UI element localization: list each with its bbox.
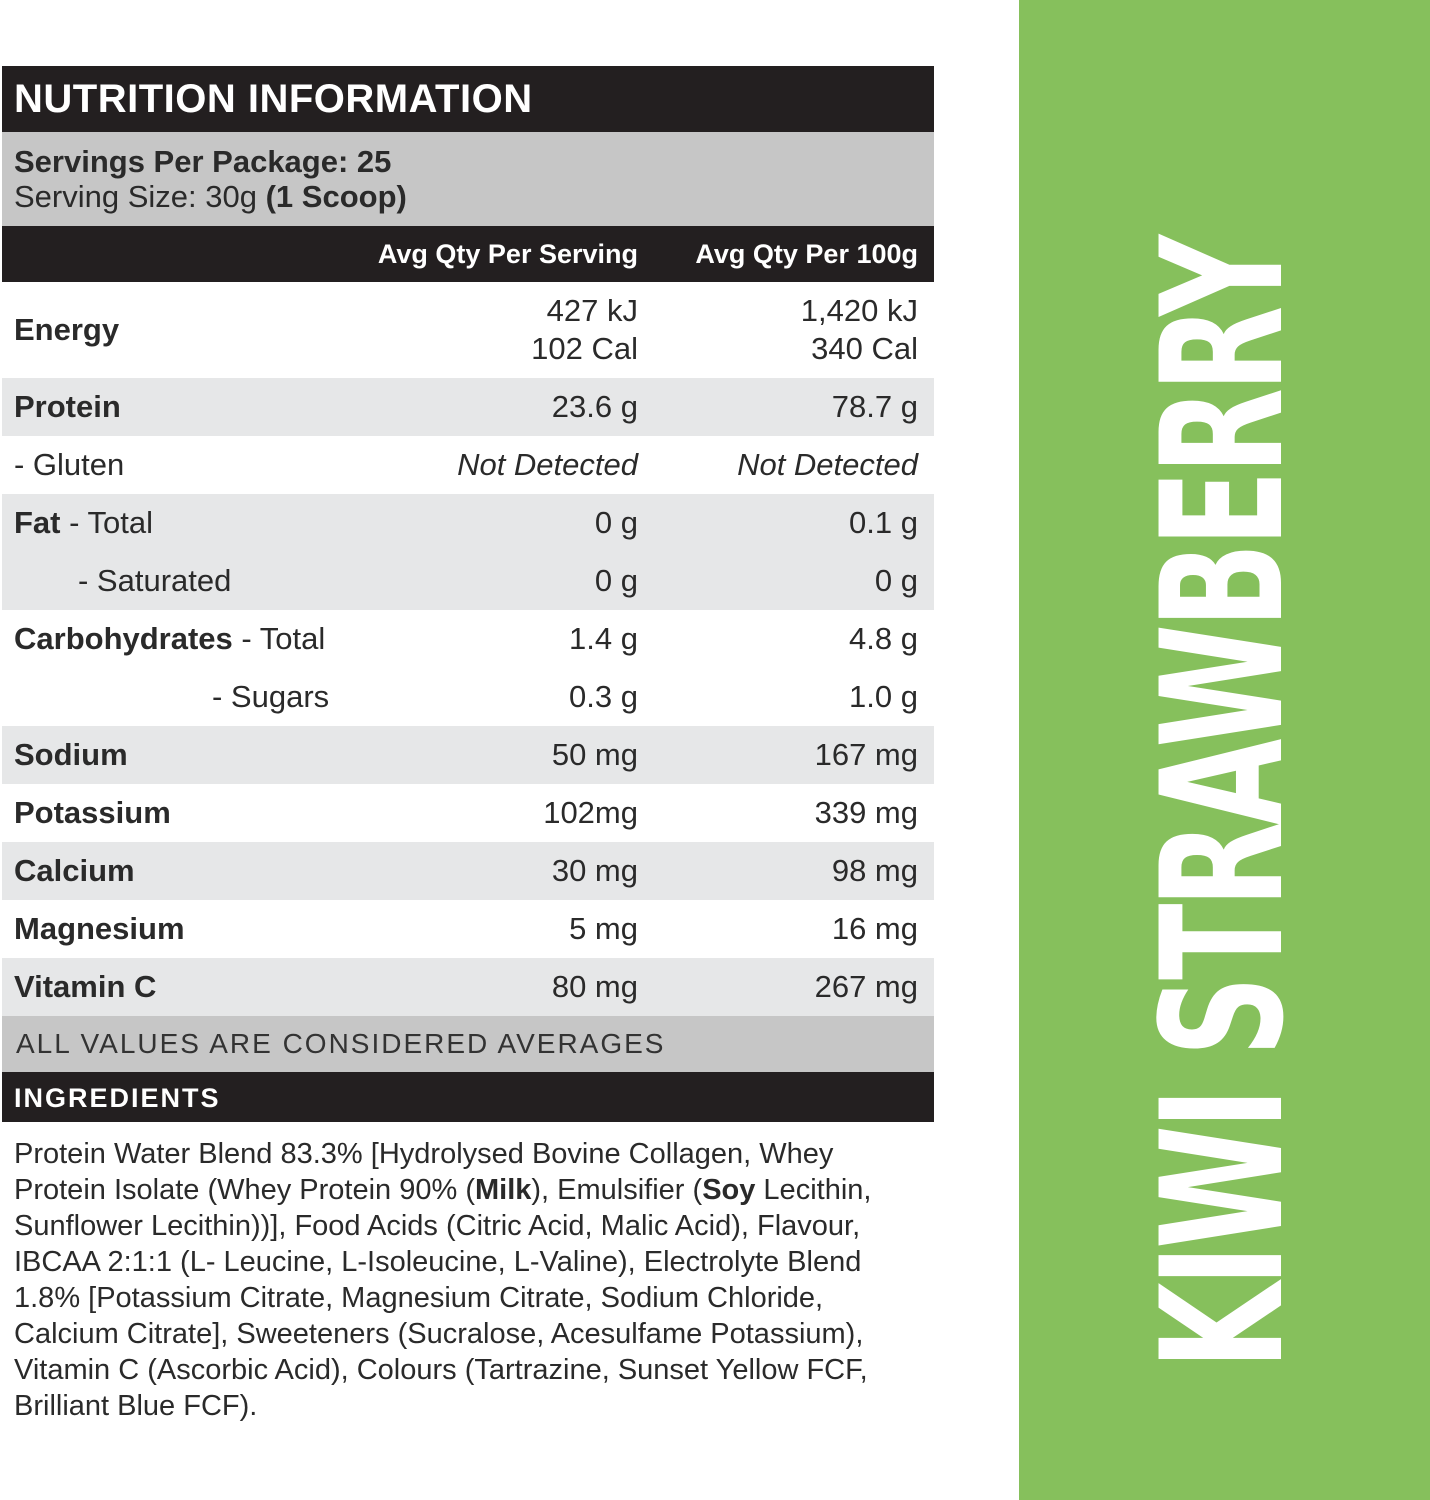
row-label: - Total — [232, 621, 326, 656]
row-label-bold: Fat — [14, 505, 61, 540]
value-per-100g: 267 mg — [814, 969, 918, 1004]
value-per-100g: 0.1 g — [849, 505, 918, 540]
value-per-serving: 102mg — [543, 795, 638, 830]
ingredients-part-2: ), Emulsifier ( — [531, 1174, 703, 1206]
value-per-serving: 0 g — [594, 563, 638, 598]
value-per-serving: 1.4 g — [569, 621, 638, 656]
value-per-100g: 0 g — [874, 563, 918, 598]
value-per-100g: Not Detected — [737, 447, 918, 482]
ingredients-part-3: Lecithin, Sunflower Lecithin))], Food Ac… — [14, 1174, 872, 1422]
column-header: Avg Qty Per Serving Avg Qty Per 100g — [2, 226, 934, 282]
row-label: Protein — [14, 389, 121, 424]
row-sodium: Sodium 50 mg 167 mg — [2, 726, 934, 784]
value-per-serving: 80 mg — [551, 969, 638, 1004]
nutrition-title: NUTRITION INFORMATION — [2, 66, 934, 132]
value-per-100g: 98 mg — [831, 853, 918, 888]
energy-kj-100g: 1,420 kJ — [800, 293, 918, 328]
row-label: Magnesium — [14, 911, 185, 946]
value-per-100g: 16 mg — [831, 911, 918, 946]
flavour-band — [1019, 0, 1430, 1500]
column-per-serving: Avg Qty Per Serving — [377, 239, 638, 269]
row-label: - Gluten — [14, 447, 125, 482]
serving-size-scoop: (1 Scoop) — [265, 179, 407, 214]
energy-kj-serving: 427 kJ — [546, 293, 638, 328]
column-per-100g: Avg Qty Per 100g — [695, 239, 918, 269]
energy-cal-serving: 102 Cal — [531, 331, 638, 366]
row-calcium: Calcium 30 mg 98 mg — [2, 842, 934, 900]
value-per-serving: 0.3 g — [569, 679, 638, 714]
energy-cal-100g: 340 Cal — [811, 331, 918, 366]
row-label: Calcium — [14, 853, 135, 888]
row-label: - Sugars — [212, 679, 330, 714]
servings-per-package: Servings Per Package: 25 — [14, 144, 392, 179]
row-label-bold: Carbohydrates — [14, 621, 233, 656]
value-per-100g: 78.7 g — [831, 389, 918, 424]
ingredients-heading: INGREDIENTS — [2, 1072, 934, 1122]
row-potassium: Potassium 102mg 339 mg — [2, 784, 934, 842]
row-gluten: - Gluten Not Detected Not Detected — [2, 436, 934, 494]
row-vitamin-c: Vitamin C 80 mg 267 mg — [2, 958, 934, 1016]
servings-info: Servings Per Package: 25 Serving Size: 3… — [2, 132, 934, 226]
row-label: - Saturated — [78, 563, 232, 598]
row-label: Sodium — [14, 737, 128, 772]
value-per-serving: 30 mg — [551, 853, 638, 888]
value-per-100g: 4.8 g — [849, 621, 918, 656]
ingredients-text: Protein Water Blend 83.3% [Hydrolysed Bo… — [2, 1122, 934, 1424]
serving-size: Serving Size: 30g (1 Scoop) — [14, 179, 934, 214]
flavour-name: KIWI STRAWBERRY — [1126, 238, 1322, 1370]
value-per-100g: 1.0 g — [849, 679, 918, 714]
row-label: Potassium — [14, 795, 171, 830]
serving-size-value: Serving Size: 30g — [14, 179, 257, 214]
row-energy: Energy 427 kJ 102 Cal 1,420 kJ 340 Cal — [2, 282, 934, 378]
row-protein: Protein 23.6 g 78.7 g — [2, 378, 934, 436]
allergen-soy: Soy — [702, 1174, 756, 1206]
averages-note: ALL VALUES ARE CONSIDERED AVERAGES — [2, 1016, 934, 1072]
row-sugars: - Sugars 0.3 g 1.0 g — [2, 668, 934, 726]
row-label: Vitamin C — [14, 969, 157, 1004]
value-per-serving: 5 mg — [569, 911, 638, 946]
value-per-100g: 167 mg — [814, 737, 918, 772]
value-per-serving: 23.6 g — [551, 389, 638, 424]
ingredients-part-1: Protein Water Blend 83.3% [Hydrolysed Bo… — [14, 1138, 834, 1206]
value-per-serving: Not Detected — [457, 447, 638, 482]
value-per-100g: 339 mg — [814, 795, 918, 830]
row-carbohydrates-total: Carbohydrates - Total 1.4 g 4.8 g — [2, 610, 934, 668]
row-fat-total: Fat - Total 0 g 0.1 g — [2, 494, 934, 552]
row-label: - Total — [60, 505, 153, 540]
row-label: Energy — [14, 312, 120, 347]
value-per-serving: 0 g — [594, 505, 638, 540]
allergen-milk: Milk — [474, 1174, 532, 1206]
value-per-serving: 50 mg — [551, 737, 638, 772]
row-fat-saturated: - Saturated 0 g 0 g — [2, 552, 934, 610]
row-magnesium: Magnesium 5 mg 16 mg — [2, 900, 934, 958]
nutrition-panel: NUTRITION INFORMATION Servings Per Packa… — [2, 66, 934, 1424]
